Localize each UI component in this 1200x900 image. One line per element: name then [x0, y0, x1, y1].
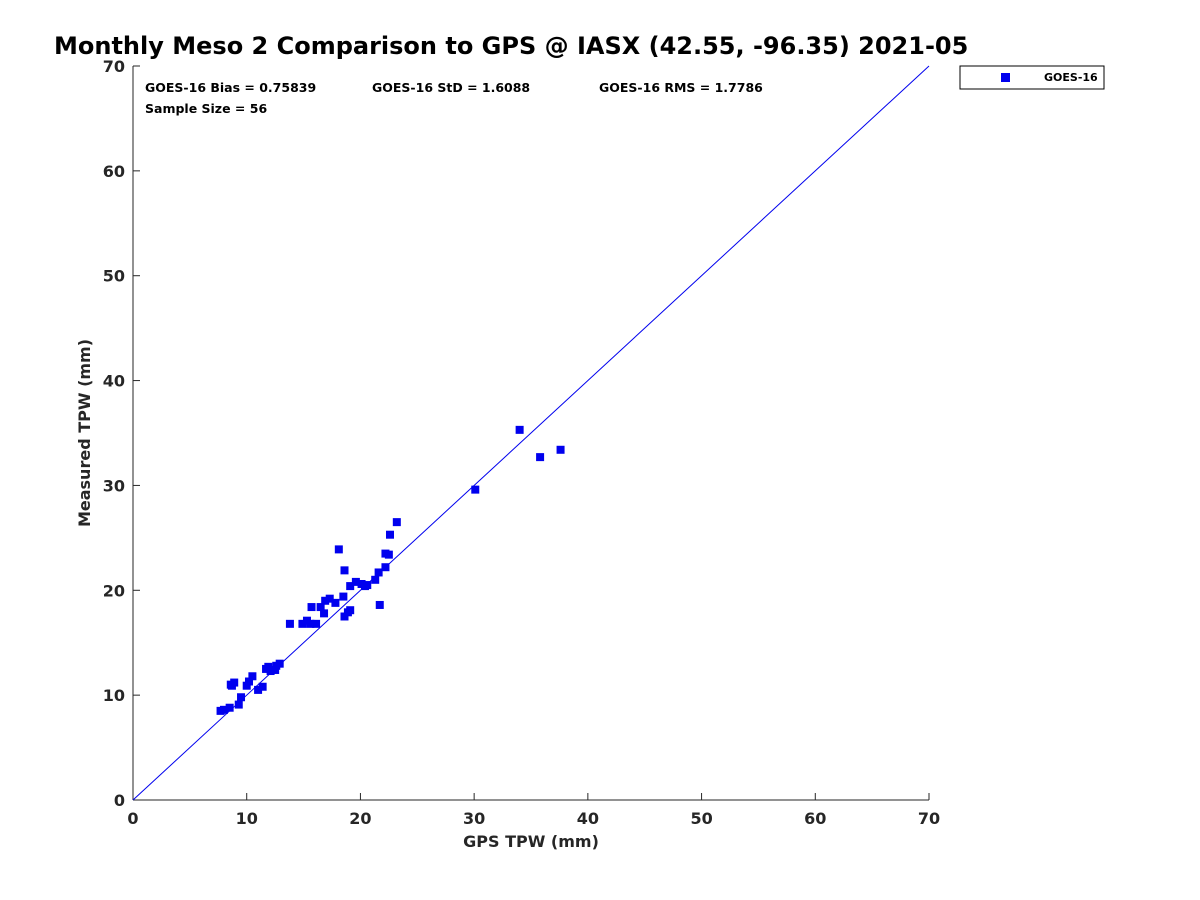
y-tick-label: 50 — [103, 267, 125, 286]
data-point — [264, 662, 273, 671]
one-to-one-line — [132, 65, 930, 801]
data-point — [385, 530, 394, 539]
data-point — [230, 678, 239, 687]
data-point — [320, 609, 329, 618]
y-tick-label: 70 — [103, 57, 125, 76]
data-point — [219, 705, 228, 714]
data-point — [266, 667, 275, 676]
std-stat: GOES-16 StD = 1.6088 — [372, 80, 530, 95]
data-point — [339, 592, 348, 601]
data-points — [216, 425, 565, 715]
data-point — [384, 550, 393, 559]
x-tick-label: 50 — [690, 809, 712, 828]
data-point — [375, 600, 384, 609]
y-axis-label: Measured TPW (mm) — [75, 339, 94, 527]
bias-stat: GOES-16 Bias = 0.75839 — [145, 80, 316, 95]
data-point — [248, 672, 257, 681]
data-point — [331, 598, 340, 607]
x-tick-label: 70 — [918, 809, 940, 828]
x-axis-ticks: 0 10 20 30 40 50 60 70 — [127, 793, 940, 828]
data-point — [371, 575, 380, 584]
data-point — [234, 700, 243, 709]
x-tick-label: 30 — [463, 809, 485, 828]
data-point — [237, 693, 246, 702]
data-point — [258, 682, 267, 691]
y-tick-label: 10 — [103, 686, 125, 705]
rms-stat: GOES-16 RMS = 1.7786 — [599, 80, 763, 95]
x-tick-label: 60 — [804, 809, 826, 828]
data-point — [556, 445, 565, 454]
x-tick-label: 40 — [577, 809, 599, 828]
x-tick-label: 0 — [127, 809, 138, 828]
data-point — [275, 659, 284, 668]
data-point — [307, 603, 316, 612]
data-point — [244, 677, 253, 686]
plot-axes — [132, 66, 929, 801]
data-point — [536, 453, 545, 462]
data-point — [346, 582, 355, 591]
data-point — [225, 703, 234, 712]
data-point — [340, 566, 349, 575]
x-tick-label: 20 — [349, 809, 371, 828]
y-tick-label: 30 — [103, 476, 125, 495]
x-tick-label: 10 — [236, 809, 258, 828]
data-point — [363, 581, 372, 590]
data-point — [381, 563, 390, 572]
y-axis-ticks: 0 10 20 30 40 50 60 70 — [103, 57, 140, 810]
data-point — [340, 612, 349, 621]
data-point — [334, 545, 343, 554]
legend: GOES-16 — [959, 65, 1105, 90]
y-tick-label: 40 — [103, 372, 125, 391]
data-point — [515, 425, 524, 434]
y-tick-label: 20 — [103, 581, 125, 600]
data-point — [392, 518, 401, 527]
data-point — [325, 594, 334, 603]
sample-size-stat: Sample Size = 56 — [145, 101, 267, 116]
data-point — [254, 685, 263, 694]
data-point — [316, 603, 325, 612]
chart-title: Monthly Meso 2 Comparison to GPS @ IASX … — [54, 32, 968, 60]
y-tick-label: 0 — [114, 791, 125, 810]
data-point — [346, 606, 355, 615]
data-point — [471, 485, 480, 494]
x-axis-label: GPS TPW (mm) — [463, 832, 599, 851]
legend-box — [959, 65, 1105, 90]
data-point — [351, 577, 360, 586]
data-point — [298, 619, 307, 628]
y-tick-label: 60 — [103, 162, 125, 181]
legend-marker — [1001, 73, 1010, 82]
data-point — [306, 619, 315, 628]
data-point — [312, 619, 321, 628]
data-point — [321, 596, 330, 605]
data-point — [374, 568, 383, 577]
data-point — [242, 681, 251, 690]
legend-label: GOES-16 — [1044, 71, 1098, 84]
data-point — [271, 665, 280, 674]
data-point — [285, 619, 294, 628]
